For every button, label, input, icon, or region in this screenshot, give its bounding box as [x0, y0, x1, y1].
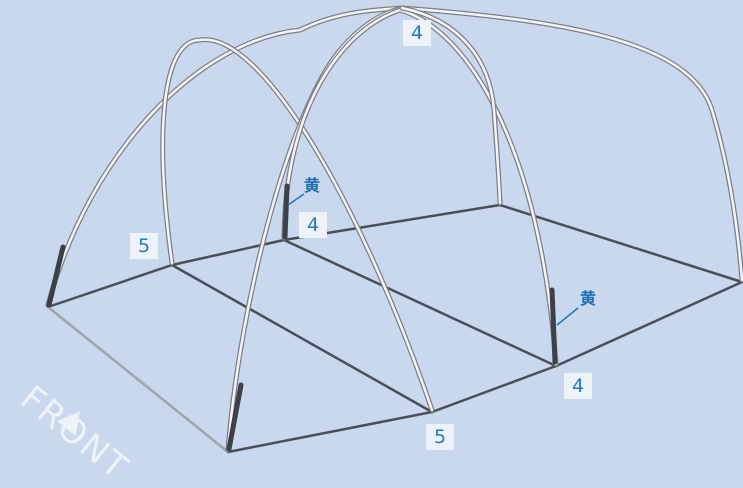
label-left-back: 5 [130, 233, 158, 259]
pole-front-arch [45, 5, 405, 308]
label-right-front: 4 [564, 373, 592, 399]
label-top-center: 4 [403, 20, 431, 46]
leader-right [556, 307, 579, 326]
floor-line-front-right [430, 364, 558, 414]
leader-lines [287, 193, 579, 326]
floor-line-right-back [498, 203, 743, 284]
pole-back-right [399, 5, 503, 206]
pole-cross-arch-a [160, 37, 435, 413]
floor-line-left-back [46, 263, 174, 309]
pole-center-arch [281, 7, 559, 367]
color-tag-center: 黄 [304, 176, 321, 195]
front-edge [47, 306, 229, 453]
pole-tip-center-left [282, 183, 290, 240]
pole-tip-right [549, 287, 558, 365]
label-center-left: 4 [299, 212, 327, 238]
floor-line-right-front [554, 280, 743, 368]
color-tag-right: 黄 [580, 289, 597, 308]
label-bottom-center: 5 [426, 424, 454, 450]
floor-line-diag-b [282, 238, 558, 368]
pole-tip-front-center [226, 382, 244, 452]
poles [45, 5, 743, 453]
tent-frame-diagram [45, 5, 743, 454]
pole-ridge [399, 5, 743, 283]
pole-tips [46, 183, 558, 452]
floor-line-back-mid [170, 238, 286, 267]
pole-tip-front-left [46, 244, 66, 308]
floor-line-front-left [226, 410, 434, 454]
floor-line-diag-a [170, 263, 434, 414]
leader-center [287, 193, 305, 206]
